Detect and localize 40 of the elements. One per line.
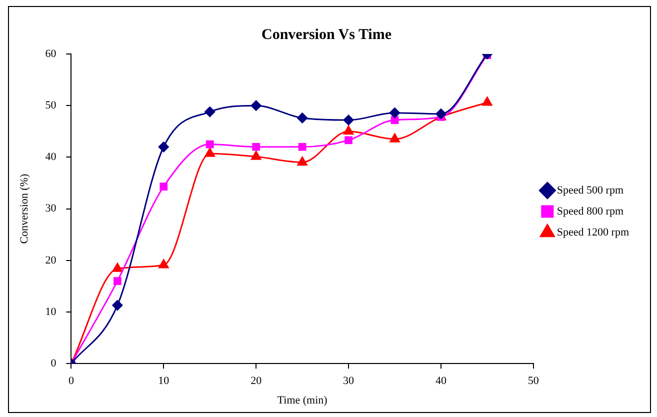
- x-tick-label: 20: [250, 375, 262, 388]
- y-tick-label: 60: [45, 48, 57, 60]
- point: [250, 100, 262, 111]
- point: [297, 156, 308, 166]
- point: [112, 262, 122, 272]
- y-tick-label: 0: [50, 357, 57, 370]
- x-axis-title: Time (min): [277, 394, 328, 406]
- point: [204, 106, 216, 118]
- point: [252, 142, 260, 151]
- point: [390, 116, 399, 124]
- point: [390, 133, 400, 142]
- y-tick-label: 20: [45, 254, 57, 266]
- y-tick-label: 40: [45, 151, 57, 164]
- y-tick-label: 10: [45, 306, 57, 318]
- x-tick-label: 0: [68, 375, 74, 388]
- legend-label: Speed 500 rpm: [556, 184, 624, 196]
- x-tick-label: 50: [528, 375, 540, 388]
- x-tick-label: 40: [435, 375, 447, 388]
- legend-label: Speed 800 rpm: [556, 205, 624, 218]
- point: [206, 140, 214, 148]
- chart-title: Conversion Vs Time: [261, 26, 392, 43]
- point: [113, 277, 122, 285]
- x-tick-label: 30: [343, 375, 355, 388]
- point: [343, 114, 354, 126]
- point: [158, 142, 169, 152]
- point: [389, 108, 400, 118]
- x-tick-label: 10: [158, 375, 170, 388]
- point: [251, 150, 262, 160]
- point: [160, 182, 168, 191]
- point: [158, 259, 169, 268]
- y-axis-title: Conversion (%): [18, 173, 30, 244]
- point: [343, 126, 354, 135]
- point: [298, 142, 306, 151]
- point: [344, 136, 352, 144]
- point: [204, 148, 215, 157]
- y-tick-label: 50: [45, 99, 57, 112]
- point: [297, 112, 308, 124]
- point: [482, 96, 492, 106]
- y-tick-label: 30: [45, 202, 57, 215]
- legend-label: Speed 1200 rpm: [556, 226, 630, 238]
